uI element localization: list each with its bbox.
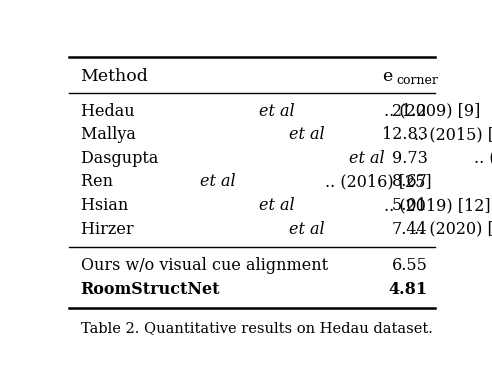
Text: 5.01: 5.01	[392, 197, 428, 214]
Text: 4.81: 4.81	[388, 281, 428, 298]
Text: 21.2: 21.2	[392, 102, 428, 120]
Text: Hedau: Hedau	[81, 102, 139, 120]
Text: Dasgupta: Dasgupta	[81, 150, 163, 167]
Text: corner: corner	[396, 74, 438, 87]
Text: Hsian: Hsian	[81, 197, 133, 214]
Text: .. (2016) [25]: .. (2016) [25]	[325, 173, 431, 190]
Text: 7.44: 7.44	[392, 221, 428, 238]
Text: .. (2015) [21]: .. (2015) [21]	[414, 126, 492, 143]
Text: e: e	[382, 68, 392, 85]
Text: 8.67: 8.67	[392, 173, 428, 190]
Text: Ren: Ren	[81, 173, 118, 190]
Text: Table 2. Quantitative results on Hedau dataset.: Table 2. Quantitative results on Hedau d…	[81, 321, 432, 335]
Text: et al: et al	[259, 102, 295, 120]
Text: Hirzer: Hirzer	[81, 221, 138, 238]
Text: et al: et al	[200, 173, 236, 190]
Text: 12.83: 12.83	[382, 126, 428, 143]
Text: .. (2016) [2]: .. (2016) [2]	[474, 150, 492, 167]
Text: .. (2019) [12]: .. (2019) [12]	[384, 197, 491, 214]
Text: et al: et al	[289, 126, 325, 143]
Text: 6.55: 6.55	[392, 258, 428, 275]
Text: et al: et al	[289, 221, 325, 238]
Text: 9.73: 9.73	[392, 150, 428, 167]
Text: .. (2009) [9]: .. (2009) [9]	[384, 102, 481, 120]
Text: RoomStructNet: RoomStructNet	[81, 281, 220, 298]
Text: et al: et al	[349, 150, 385, 167]
Text: Mallya: Mallya	[81, 126, 141, 143]
Text: .. (2020) [10]: .. (2020) [10]	[414, 221, 492, 238]
Text: Method: Method	[81, 68, 149, 85]
Text: et al: et al	[259, 197, 295, 214]
Text: Ours w/o visual cue alignment: Ours w/o visual cue alignment	[81, 258, 328, 275]
